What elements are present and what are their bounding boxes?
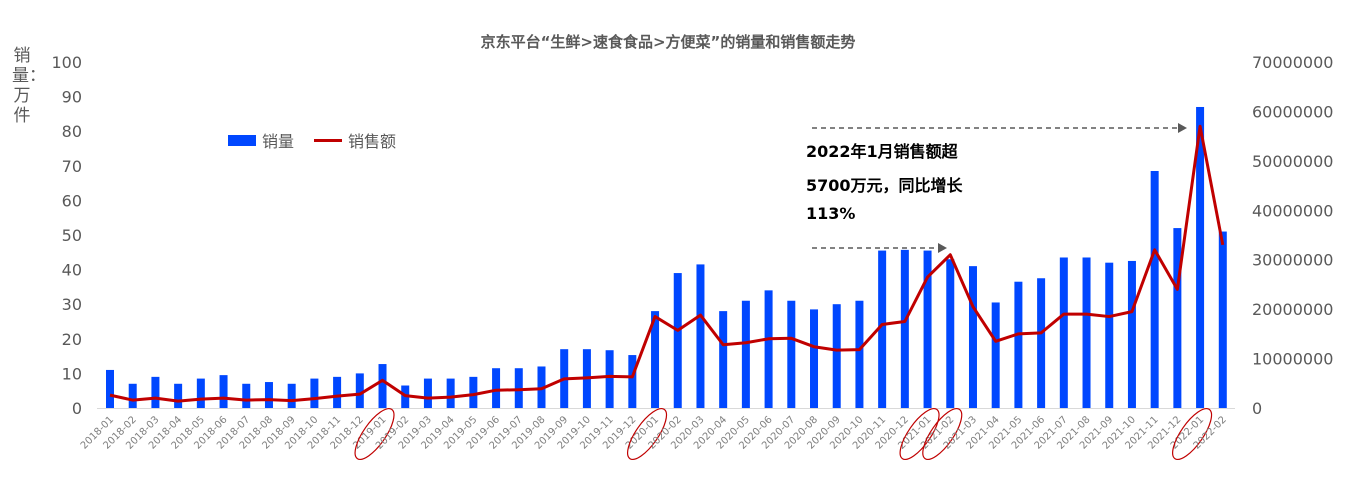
bar — [333, 376, 342, 408]
bar — [1037, 278, 1046, 408]
legend-swatch-line — [314, 138, 343, 142]
bar — [287, 383, 296, 408]
bar — [174, 383, 183, 408]
bar — [1014, 281, 1023, 408]
bar — [673, 273, 682, 408]
y-tick-label: 30 — [62, 295, 82, 314]
legend: 销量 销售额 — [228, 128, 396, 152]
bar — [1150, 170, 1159, 408]
bar — [1082, 257, 1091, 408]
highlight-ellipse — [922, 408, 963, 460]
legend-label-sales-amount: 销售额 — [348, 132, 397, 151]
y-tick-label: 20 — [62, 330, 82, 349]
y-axis-label: 销量：万件 — [12, 46, 46, 126]
highlight-ellipse — [354, 408, 395, 460]
bar — [968, 266, 977, 408]
annotation-line-2: 5700万元，同比增长 — [806, 176, 963, 195]
y2-tick-label: 40000000 — [1252, 201, 1333, 220]
highlight-ellipse — [899, 408, 940, 460]
bar — [900, 249, 909, 408]
y2-tick-label: 20000000 — [1252, 300, 1333, 319]
bar — [810, 309, 819, 408]
bar — [1127, 260, 1136, 408]
y2-tick-label: 10000000 — [1252, 350, 1333, 369]
bar — [764, 290, 773, 408]
bar — [128, 383, 137, 408]
bar — [355, 373, 364, 408]
bar — [991, 302, 1000, 408]
bar — [923, 250, 932, 408]
bar — [1105, 262, 1114, 408]
bar — [492, 368, 501, 408]
highlight-ellipse — [1172, 408, 1213, 460]
bar — [196, 378, 205, 408]
y-tick-label: 100 — [51, 53, 82, 72]
y-tick-label: 40 — [62, 261, 82, 280]
bar — [310, 378, 319, 408]
bar — [242, 383, 251, 408]
annotation-arrow-top-head — [1178, 123, 1187, 133]
bar — [628, 355, 637, 408]
y-tick-label: 80 — [62, 122, 82, 141]
sales-amount-line — [109, 124, 1225, 403]
bar — [719, 311, 728, 408]
annotation-line-3: 113% — [806, 204, 856, 223]
y-tick-label: 0 — [72, 399, 82, 418]
y2-tick-label: 60000000 — [1252, 102, 1333, 121]
y2-tick-label: 0 — [1252, 399, 1262, 418]
bar — [378, 364, 387, 408]
bar — [605, 350, 614, 408]
bar — [741, 300, 750, 408]
bar — [264, 382, 273, 408]
bar — [946, 259, 955, 408]
bar — [1218, 231, 1227, 408]
bar — [446, 378, 455, 408]
bar — [1173, 228, 1182, 408]
highlight-ellipse — [627, 408, 668, 460]
bar — [469, 376, 478, 408]
bar — [787, 300, 796, 408]
bar — [855, 300, 864, 408]
y-tick-label: 10 — [62, 364, 82, 383]
y-tick-label: 50 — [62, 226, 82, 245]
bar — [878, 250, 887, 408]
bar — [514, 368, 523, 408]
annotation-arrow-bottom-head — [938, 243, 947, 253]
y-tick-label: 90 — [62, 88, 82, 107]
bar — [1196, 106, 1205, 408]
legend-swatch-bar — [228, 134, 256, 146]
y2-tick-label: 70000000 — [1252, 53, 1333, 72]
bar — [423, 378, 432, 408]
y2-tick-label: 50000000 — [1252, 152, 1333, 171]
legend-label-sales-volume: 销量 — [262, 132, 295, 151]
y-tick-label: 60 — [62, 191, 82, 210]
y-tick-label: 70 — [62, 157, 82, 176]
bar — [651, 311, 660, 408]
annotation-line-1: 2022年1月销售额超 — [806, 142, 958, 161]
chart-title: 京东平台“生鲜>速食食品>方便菜”的销量和销售额走势 — [481, 33, 856, 51]
bar — [151, 376, 160, 408]
bar — [219, 375, 228, 408]
y2-tick-label: 30000000 — [1252, 251, 1333, 270]
bar — [832, 304, 841, 408]
bar — [1059, 257, 1068, 408]
bar — [696, 264, 705, 408]
bar — [106, 369, 114, 408]
